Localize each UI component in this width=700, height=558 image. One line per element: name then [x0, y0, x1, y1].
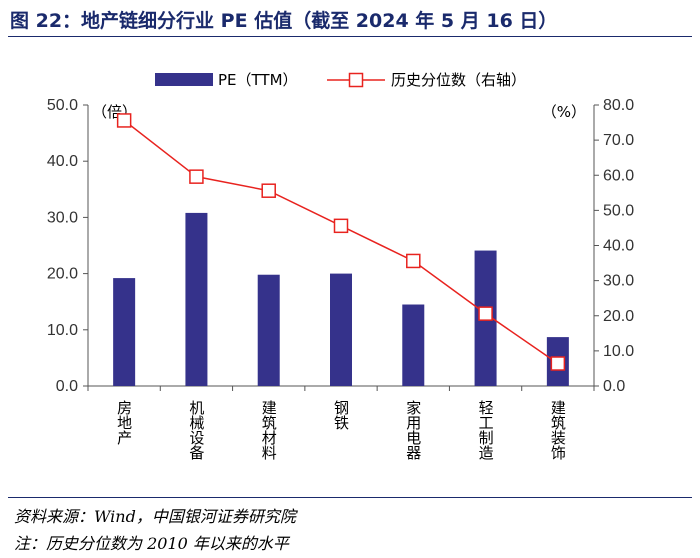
right-tick-label: 50.0 — [603, 202, 634, 219]
right-tick-label: 30.0 — [603, 273, 634, 290]
title-rule — [8, 36, 692, 37]
right-tick-label: 0.0 — [603, 378, 625, 395]
chart-title: 图 22：地产链细分行业 PE 估值（截至 2024 年 5 月 16 日） — [10, 10, 558, 32]
percentile-marker — [116, 113, 132, 128]
right-tick-label: 70.0 — [603, 132, 634, 149]
percentile-marker — [189, 169, 204, 184]
category-label: 建筑装饰 — [549, 400, 567, 460]
right-tick-label: 20.0 — [603, 308, 634, 325]
category-label: 轻工制造 — [477, 400, 495, 461]
left-tick-label: 10.0 — [47, 322, 78, 339]
percentile-marker — [261, 183, 276, 198]
pe-bar — [185, 212, 208, 386]
category-label: 钢铁 — [332, 400, 350, 430]
left-tick-label: 30.0 — [47, 209, 78, 226]
right-tick-label: 10.0 — [603, 343, 634, 360]
pe-bar — [330, 273, 352, 386]
legend-line-label: 历史分位数（右轴） — [391, 71, 526, 89]
left-tick-label: 0.0 — [56, 378, 78, 395]
right-axis-unit-label: （%） — [542, 103, 586, 121]
right-tick-label: 40.0 — [603, 238, 634, 255]
category-label: 房地产 — [115, 400, 133, 445]
pe-bar — [113, 278, 136, 386]
legend-bar-swatch — [155, 73, 213, 86]
percentile-marker — [550, 356, 566, 371]
footnote: 注：历史分位数为 2010 年以来的水平 — [14, 534, 289, 553]
percentile-marker — [406, 253, 421, 269]
source-note: 资料来源：Wind，中国银河证券研究院 — [14, 507, 296, 526]
left-tick-label: 50.0 — [47, 97, 78, 114]
category-label: 机械设备 — [187, 400, 205, 460]
left-tick-label: 40.0 — [47, 153, 78, 170]
legend-line-marker — [348, 72, 364, 88]
footer-rule — [8, 497, 692, 498]
legend-bar-label: PE（TTM） — [218, 71, 298, 89]
pe-bar — [257, 274, 280, 386]
pe-bar — [402, 304, 425, 386]
category-label: 家用电器 — [404, 400, 422, 460]
right-tick-label: 80.0 — [603, 97, 634, 114]
left-tick-label: 20.0 — [47, 266, 78, 283]
category-label: 建筑材料 — [260, 400, 278, 460]
percentile-marker — [478, 306, 493, 321]
pe-valuation-chart: 0.0 10.0 20.0 30.0 40.0 50.0 0.0 10.0 20.0 30.0 40… — [47, 71, 634, 461]
right-tick-label: 60.0 — [603, 167, 634, 184]
percentile-marker — [333, 218, 349, 234]
